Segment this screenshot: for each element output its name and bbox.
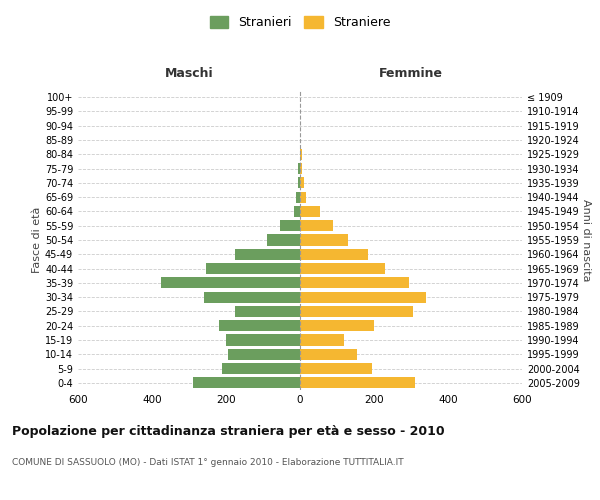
- Bar: [267, 234, 300, 246]
- Bar: [300, 178, 304, 188]
- Bar: [300, 234, 348, 246]
- Text: Maschi: Maschi: [164, 67, 214, 80]
- Bar: [193, 378, 300, 388]
- Bar: [300, 192, 305, 202]
- Legend: Stranieri, Straniere: Stranieri, Straniere: [205, 11, 395, 34]
- Bar: [300, 220, 334, 232]
- Bar: [300, 348, 358, 360]
- Bar: [204, 292, 300, 302]
- Bar: [300, 292, 426, 302]
- Bar: [298, 163, 300, 174]
- Bar: [226, 334, 300, 345]
- Bar: [300, 306, 413, 317]
- Bar: [300, 378, 415, 388]
- Bar: [300, 206, 320, 217]
- Bar: [223, 363, 300, 374]
- Text: Popolazione per cittadinanza straniera per età e sesso - 2010: Popolazione per cittadinanza straniera p…: [12, 425, 445, 438]
- Bar: [218, 320, 300, 332]
- Bar: [300, 320, 374, 332]
- Text: Femmine: Femmine: [379, 67, 443, 80]
- Bar: [300, 334, 344, 345]
- Bar: [228, 348, 300, 360]
- Bar: [295, 206, 300, 217]
- Bar: [300, 278, 409, 288]
- Bar: [300, 148, 302, 160]
- Text: COMUNE DI SASSUOLO (MO) - Dati ISTAT 1° gennaio 2010 - Elaborazione TUTTITALIA.I: COMUNE DI SASSUOLO (MO) - Dati ISTAT 1° …: [12, 458, 404, 467]
- Y-axis label: Fasce di età: Fasce di età: [32, 207, 42, 273]
- Bar: [300, 248, 368, 260]
- Bar: [161, 278, 300, 288]
- Bar: [235, 248, 300, 260]
- Bar: [300, 163, 302, 174]
- Bar: [298, 178, 300, 188]
- Bar: [296, 192, 300, 202]
- Bar: [235, 306, 300, 317]
- Bar: [280, 220, 300, 232]
- Y-axis label: Anni di nascita: Anni di nascita: [581, 198, 591, 281]
- Bar: [300, 263, 385, 274]
- Bar: [206, 263, 300, 274]
- Bar: [300, 363, 372, 374]
